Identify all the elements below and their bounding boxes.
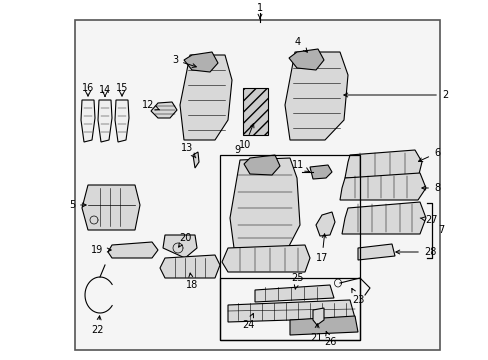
- Polygon shape: [222, 245, 309, 272]
- Polygon shape: [288, 49, 324, 70]
- Text: 12: 12: [142, 100, 159, 110]
- Text: 25: 25: [291, 273, 304, 289]
- Text: 28: 28: [395, 247, 435, 257]
- Polygon shape: [312, 308, 324, 325]
- Polygon shape: [309, 165, 331, 179]
- Text: 1: 1: [256, 3, 263, 19]
- Text: 18: 18: [185, 273, 198, 290]
- Polygon shape: [285, 52, 347, 140]
- Text: 22: 22: [92, 316, 104, 335]
- Polygon shape: [339, 173, 425, 200]
- Polygon shape: [229, 158, 299, 248]
- Polygon shape: [180, 55, 231, 140]
- Text: 14: 14: [99, 85, 111, 95]
- Text: 21: 21: [309, 324, 322, 343]
- Text: 3: 3: [172, 55, 196, 67]
- Text: 26: 26: [323, 331, 336, 347]
- Text: 20: 20: [178, 233, 191, 247]
- Polygon shape: [75, 20, 439, 350]
- Polygon shape: [357, 244, 394, 260]
- Polygon shape: [243, 88, 267, 135]
- Polygon shape: [151, 102, 177, 118]
- Polygon shape: [254, 285, 333, 302]
- Text: 19: 19: [91, 245, 111, 255]
- Polygon shape: [115, 100, 129, 142]
- Text: 24: 24: [242, 314, 254, 330]
- Text: 23: 23: [351, 288, 364, 305]
- Text: 7: 7: [437, 225, 443, 235]
- Polygon shape: [289, 316, 357, 335]
- Polygon shape: [183, 52, 218, 72]
- Text: 27: 27: [419, 215, 437, 225]
- Text: 13: 13: [181, 143, 196, 158]
- Text: 8: 8: [421, 183, 439, 193]
- Text: 16: 16: [81, 83, 94, 93]
- Text: 17: 17: [315, 234, 327, 263]
- Polygon shape: [163, 235, 197, 258]
- Polygon shape: [227, 300, 354, 322]
- Text: 6: 6: [418, 148, 439, 162]
- Polygon shape: [98, 100, 112, 142]
- Polygon shape: [244, 155, 280, 175]
- Polygon shape: [341, 202, 425, 234]
- Text: 15: 15: [116, 83, 128, 93]
- Text: 11: 11: [291, 160, 309, 172]
- Polygon shape: [108, 242, 158, 258]
- Text: 9: 9: [233, 145, 240, 155]
- Polygon shape: [345, 150, 421, 178]
- Text: 10: 10: [238, 123, 253, 150]
- Text: 2: 2: [343, 90, 447, 100]
- Polygon shape: [160, 255, 220, 278]
- Polygon shape: [82, 185, 140, 230]
- Polygon shape: [193, 152, 199, 168]
- Text: 4: 4: [294, 37, 307, 52]
- Text: 5: 5: [69, 200, 86, 210]
- Polygon shape: [81, 100, 95, 142]
- Polygon shape: [315, 212, 334, 236]
